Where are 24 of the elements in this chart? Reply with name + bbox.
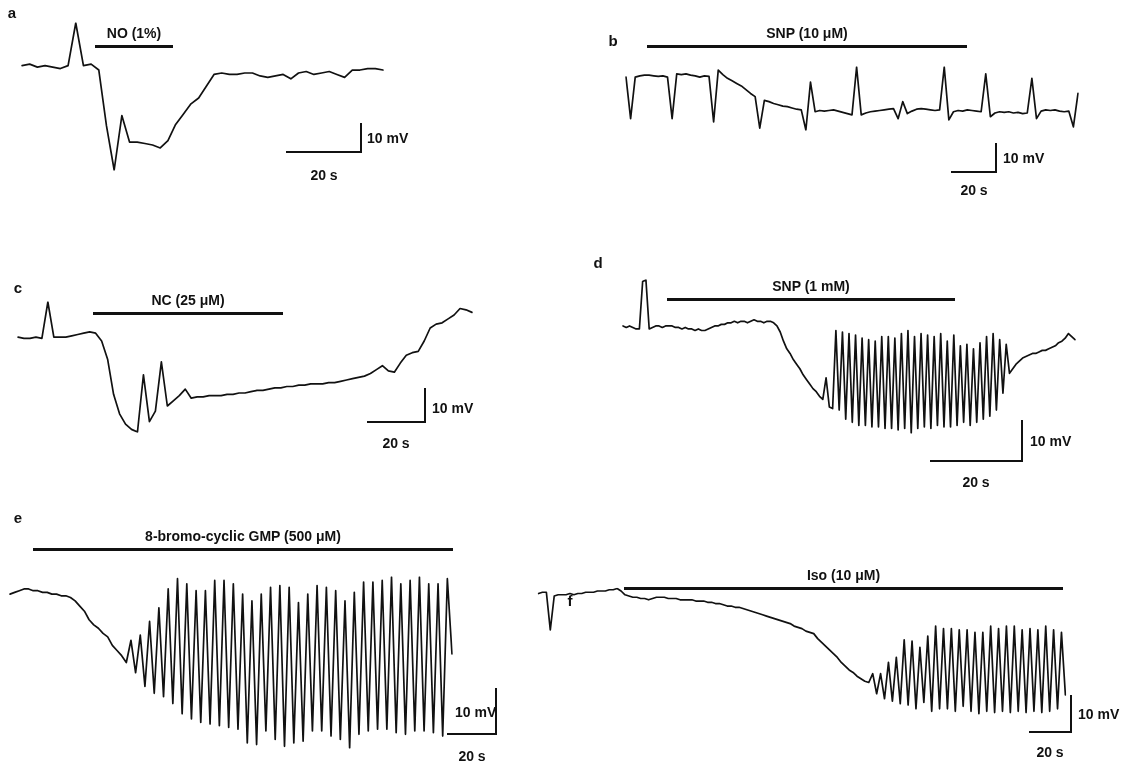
chart-title: d — [593, 253, 603, 271]
chart-title: a — [7, 3, 17, 21]
annotation: 10 mV — [1030, 433, 1072, 449]
text: 20 s — [458, 748, 486, 764]
text: 10 mV — [1003, 150, 1045, 166]
text: 10 mV — [455, 704, 497, 720]
chart-title: f — [567, 591, 573, 609]
annotation: SNP (1 mM) — [772, 278, 850, 294]
annotation: 20 s — [310, 167, 338, 183]
annotation: 10 mV — [432, 400, 474, 416]
text: 10 mV — [1078, 706, 1120, 722]
text: 20 s — [962, 474, 990, 490]
text: 8-bromo-cyclic GMP (500 μM) — [145, 528, 341, 544]
text: 20 s — [960, 182, 988, 198]
annotation: 10 mV — [367, 130, 409, 146]
text: SNP (10 μM) — [766, 25, 848, 41]
annotation: NO (1%) — [106, 25, 162, 41]
text: Iso (10 μM) — [806, 567, 881, 583]
chart-title: c — [13, 278, 23, 296]
annotation: NC (25 μM) — [151, 292, 225, 308]
text: 20 s — [1036, 744, 1064, 760]
chart-title: e — [13, 508, 23, 526]
text: 20 s — [382, 435, 410, 451]
chart-title: b — [608, 31, 618, 49]
